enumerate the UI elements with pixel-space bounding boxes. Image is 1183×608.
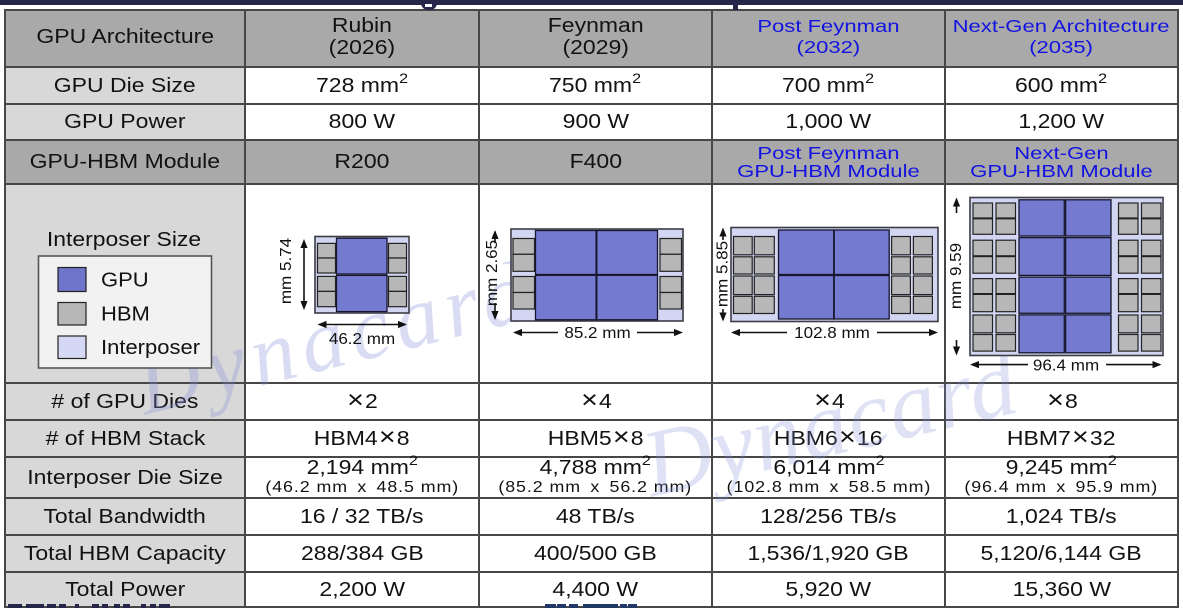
svg-text:Interposer Size: Interposer Size	[47, 227, 201, 251]
svg-text:102.8 mm: 102.8 mm	[794, 325, 870, 342]
svg-text:96.4 mm: 96.4 mm	[1033, 357, 1099, 374]
svg-text:mm 5.85: mm 5.85	[714, 241, 731, 307]
svg-text:GPU: GPU	[101, 269, 149, 291]
svg-text:46.2 mm: 46.2 mm	[329, 331, 395, 348]
svg-text:mm 5.74: mm 5.74	[278, 238, 295, 304]
svg-text:HBM: HBM	[101, 303, 150, 325]
svg-text:Interposer: Interposer	[101, 337, 200, 359]
svg-text:mm 2.65: mm 2.65	[484, 240, 501, 306]
svg-text:mm 9.59: mm 9.59	[948, 243, 965, 309]
svg-text:85.2 mm: 85.2 mm	[564, 325, 630, 342]
